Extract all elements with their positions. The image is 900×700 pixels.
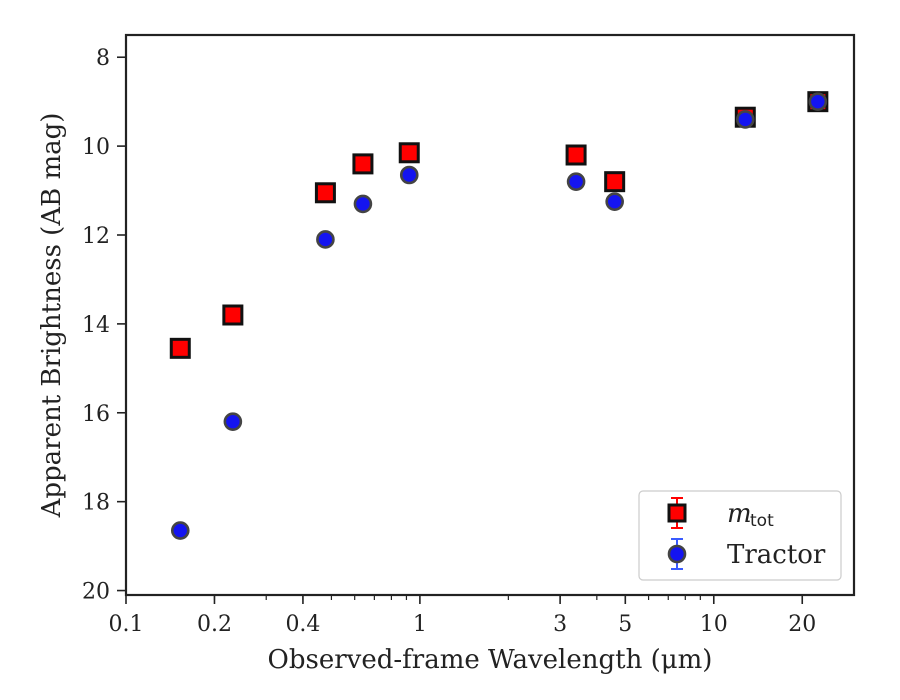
tractor-point <box>316 230 335 249</box>
mtot-point <box>222 304 244 326</box>
circle-marker <box>566 172 586 191</box>
mtot-point <box>604 171 626 193</box>
circle-marker <box>170 521 190 540</box>
ticks-layer: 0.1 0.2 0.4 1 3 5 10 20 8 10 12 14 16 18 20 <box>82 46 816 637</box>
tractor-point <box>605 192 624 211</box>
square-marker <box>314 182 336 204</box>
mtot-point <box>314 182 336 204</box>
tractor-point <box>223 412 243 431</box>
x-tick-label: 3 <box>553 612 567 637</box>
legend-label: m <box>727 499 752 529</box>
square-marker <box>222 304 244 326</box>
x-tick-label: 0.1 <box>109 612 144 637</box>
circle-marker <box>808 92 828 111</box>
mtot-point <box>352 153 374 175</box>
circle-marker <box>223 412 243 431</box>
series-tractor <box>170 92 828 540</box>
y-tick-label: 18 <box>82 491 110 516</box>
y-axis-label: Apparent Brightness (AB mag) <box>37 113 67 519</box>
mtot-point <box>169 337 191 359</box>
plot-frame <box>124 33 856 597</box>
y-tick-label: 16 <box>82 402 110 427</box>
series-mtot <box>169 91 829 359</box>
legend-circle-marker <box>667 544 687 564</box>
legend-label: Tractor <box>727 540 826 570</box>
y-tick-label: 14 <box>82 313 110 338</box>
x-tick-label: 1 <box>413 612 427 637</box>
legend-square-marker <box>667 503 687 523</box>
tractor-point <box>566 172 586 191</box>
points-layer <box>169 91 829 540</box>
tractor-point <box>353 194 373 214</box>
x-axis-label: Observed-frame Wavelength (μm) <box>268 645 713 675</box>
square-marker <box>352 153 374 175</box>
x-tick-label: 0.4 <box>285 612 320 637</box>
tractor-point <box>735 110 755 129</box>
circle-marker <box>735 110 755 129</box>
circle-marker <box>605 192 624 211</box>
legend-box <box>638 490 842 581</box>
x-tick-label: 0.2 <box>197 612 232 637</box>
x-tick-label: 10 <box>700 612 728 637</box>
square-marker <box>565 144 587 166</box>
circle-marker <box>316 230 335 249</box>
y-tick-label: 12 <box>82 224 110 249</box>
circle-marker <box>353 194 373 214</box>
square-marker <box>604 171 626 193</box>
mtot-point <box>398 142 420 164</box>
y-tick-label: 20 <box>82 580 110 605</box>
square-marker <box>398 142 420 164</box>
tractor-point <box>399 165 419 185</box>
x-tick-label: 20 <box>788 612 816 637</box>
y-tick-label: 10 <box>82 135 110 160</box>
tractor-point <box>808 92 828 111</box>
tractor-point <box>170 521 190 540</box>
legend-label-subscript: tot <box>750 511 774 531</box>
square-marker <box>169 337 191 359</box>
mtot-point <box>565 144 587 166</box>
circle-marker <box>399 165 419 185</box>
x-tick-label: 5 <box>618 612 632 637</box>
y-tick-label: 8 <box>96 46 110 71</box>
legend-entry-tractor: Tractor <box>667 538 826 570</box>
